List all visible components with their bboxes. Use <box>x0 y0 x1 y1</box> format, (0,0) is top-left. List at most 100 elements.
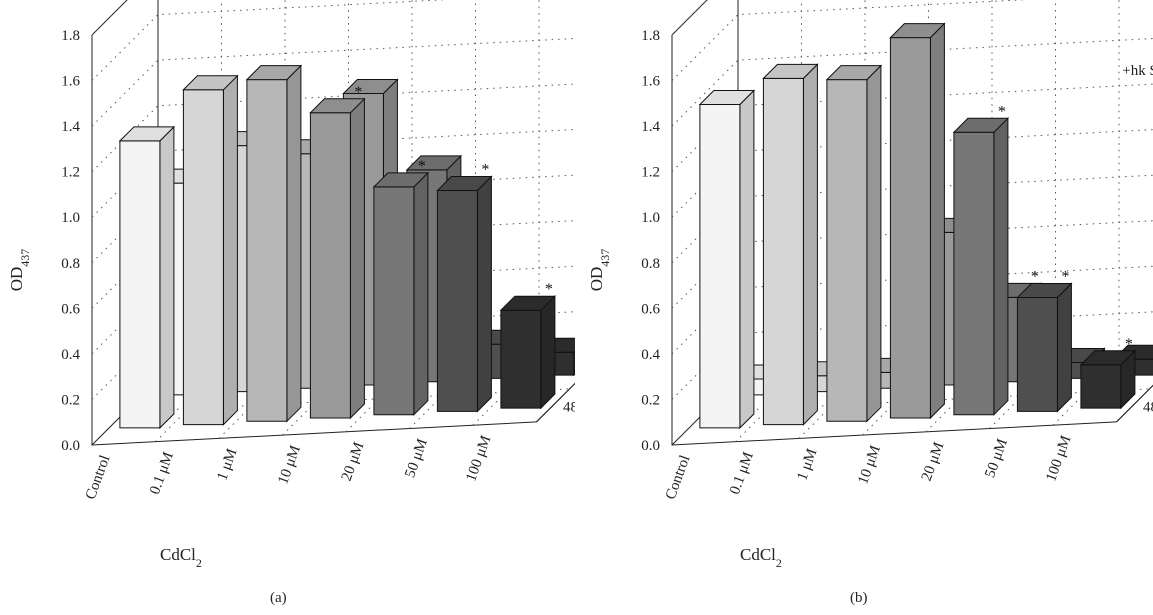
bar-front <box>119 140 161 429</box>
bar-24h-6 <box>499 294 557 410</box>
x-tick-label: 20 μM <box>919 440 948 483</box>
bar-top <box>118 126 176 142</box>
x-tick-label: 50 μM <box>982 437 1011 480</box>
x-tick-label: 100 μM <box>463 433 494 483</box>
depth-axis <box>1116 384 1153 423</box>
x-axis-label: CdCl2 <box>160 545 202 570</box>
bar-top <box>372 172 430 188</box>
y-tick-label: 0.0 <box>61 438 80 454</box>
x-tick-label: 1 μM <box>214 447 240 483</box>
bar-front <box>889 37 931 419</box>
bar-top <box>698 90 756 105</box>
bar-front <box>826 79 868 422</box>
bar-front <box>699 104 741 429</box>
bar-24h-1 <box>182 74 239 426</box>
bar-top <box>342 79 399 94</box>
bar-side <box>802 63 818 426</box>
gridline <box>91 82 603 173</box>
gridline <box>91 36 603 127</box>
bar-top <box>499 295 557 311</box>
bar-top <box>1016 283 1073 298</box>
x-axis-label: CdCl2 <box>740 545 782 570</box>
gridline <box>91 0 128 36</box>
gridline <box>671 220 1153 309</box>
bar-side <box>159 125 175 430</box>
bar-side <box>866 64 882 423</box>
wall-top-edge <box>671 0 708 36</box>
bar-front <box>182 89 224 426</box>
y-tick-label: 0.0 <box>641 438 660 454</box>
depth-tick-label: 48 <box>563 399 575 415</box>
y-tick-label: 0.4 <box>641 347 660 363</box>
bar-front <box>309 112 351 419</box>
bar-front <box>953 131 995 416</box>
y-tick-label: 1.6 <box>641 74 660 90</box>
significance-asterisk: * <box>418 158 426 175</box>
bar-side <box>1056 282 1072 413</box>
y-axis-label: OD437 <box>587 249 612 292</box>
bar-top <box>952 117 1010 133</box>
y-tick-label: 0.8 <box>61 256 80 272</box>
significance-asterisk: * <box>481 161 489 178</box>
bar-24h-3 <box>889 22 946 420</box>
x-tick-label: 0.1 μM <box>147 450 177 497</box>
significance-asterisk: * <box>545 281 553 298</box>
depth-tick-label: 48 <box>1143 399 1153 415</box>
chart-b-svg: 0.00.20.40.60.81.01.21.41.61.8*****Contr… <box>587 0 1153 570</box>
x-tick-label: 20 μM <box>339 440 368 483</box>
bar-side <box>476 175 492 413</box>
bar-top <box>405 155 463 171</box>
significance-asterisk: * <box>1061 269 1069 286</box>
bar-side <box>222 74 238 426</box>
y-tick-label: 0.2 <box>61 392 80 408</box>
bar-front <box>246 79 288 422</box>
y-tick-label: 1.4 <box>641 119 660 135</box>
gridline <box>91 127 603 218</box>
bar-top <box>889 23 946 39</box>
gridline <box>671 38 1153 127</box>
wall-top-edge <box>91 0 128 36</box>
gridline <box>671 83 1153 173</box>
x-tick-label: Control <box>663 453 694 502</box>
bar-top <box>436 176 493 191</box>
treatment-annotation: +hk S.E. <box>1122 63 1153 79</box>
gridline <box>671 129 1153 218</box>
bar-24h-0 <box>698 89 756 430</box>
gridline <box>91 0 449 81</box>
x-tick-label: 1 μM <box>794 447 820 483</box>
y-axis-label: OD437 <box>7 249 32 292</box>
significance-asterisk: * <box>1125 336 1133 353</box>
bar-front <box>373 186 415 416</box>
bar-24h-3 <box>309 97 366 420</box>
chart-a-svg: 0.00.20.40.60.81.01.21.41.61.8******Cont… <box>7 0 650 570</box>
bar-24h-4 <box>372 171 430 416</box>
bar-side <box>349 97 365 420</box>
gridline <box>704 388 1150 413</box>
bar-side <box>286 64 302 423</box>
bar-24h-0 <box>118 125 176 430</box>
bar-top <box>825 65 883 81</box>
bar-24h-5 <box>1016 282 1073 413</box>
bar-24h-2 <box>245 64 303 423</box>
y-tick-label: 1.6 <box>61 74 80 90</box>
panel-b-label: (b) <box>850 590 868 606</box>
bar-top <box>245 65 303 81</box>
bar-24h-6 <box>1079 349 1137 410</box>
bar-side <box>929 22 945 420</box>
bar-top <box>762 63 819 79</box>
bar-24h-1 <box>762 63 819 426</box>
chart-panel-b: 0.00.20.40.60.81.01.21.41.61.8*****Contr… <box>580 0 1153 595</box>
y-tick-label: 1.4 <box>61 119 80 135</box>
bar-front <box>1016 297 1058 412</box>
bar-front <box>762 77 804 426</box>
bar-top <box>309 98 366 114</box>
x-tick-label: 0.1 μM <box>727 450 757 497</box>
y-tick-label: 1.0 <box>61 210 80 226</box>
gridline <box>124 388 570 413</box>
significance-asterisk: * <box>354 84 362 101</box>
bar-top <box>182 75 239 91</box>
bar-top <box>1079 350 1137 366</box>
bar-side <box>413 171 429 416</box>
y-tick-label: 0.8 <box>641 256 660 272</box>
y-tick-label: 1.0 <box>641 210 660 226</box>
